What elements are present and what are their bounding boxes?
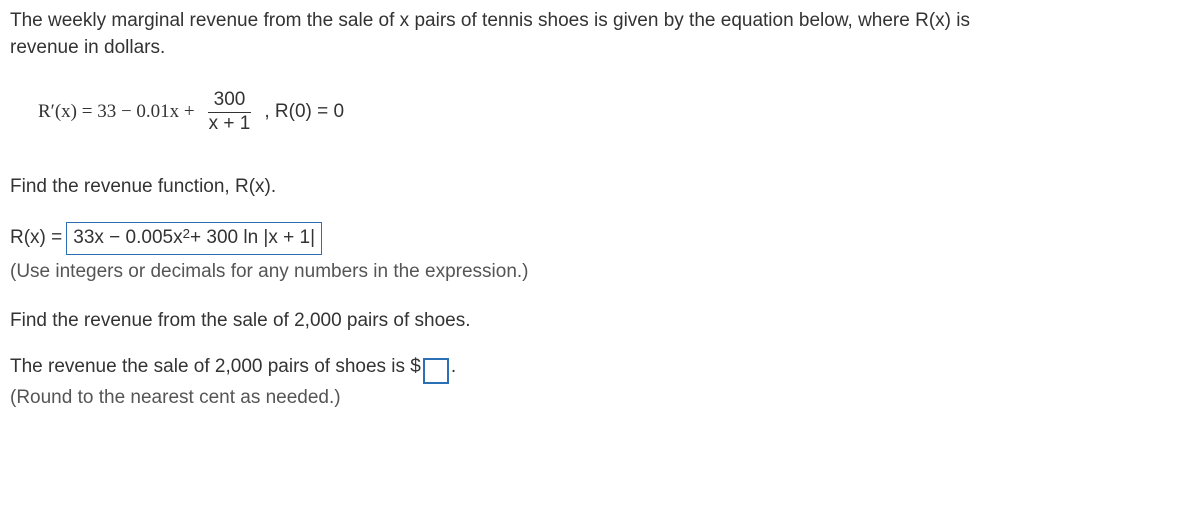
intro-line-1: The weekly marginal revenue from the sal… xyxy=(10,8,1190,35)
revenue-function-answer[interactable]: 33x − 0.005x2 + 300 ln |x + 1| xyxy=(66,222,322,255)
problem-intro: The weekly marginal revenue from the sal… xyxy=(10,8,1190,61)
equation-lhs: R′(x) = 33 − 0.01x + xyxy=(38,99,195,126)
question-2-fill-line: The revenue the sale of 2,000 pairs of s… xyxy=(10,354,1190,381)
fill-text-after: . xyxy=(451,354,456,381)
question-1-answer-line: R(x) = 33x − 0.005x2 + 300 ln |x + 1| xyxy=(10,222,1190,255)
equation-fraction: 300 x + 1 xyxy=(203,89,257,136)
marginal-revenue-equation: R′(x) = 33 − 0.01x + 300 x + 1 , R(0) = … xyxy=(38,89,1190,136)
question-1-prompt: Find the revenue function, R(x). xyxy=(10,174,1190,201)
answer-part-2: + 300 ln |x + 1| xyxy=(190,225,315,252)
intro-line-2: revenue in dollars. xyxy=(10,35,1190,62)
equation-tail: , R(0) = 0 xyxy=(264,99,344,126)
question-1-hint: (Use integers or decimals for any number… xyxy=(10,259,1190,286)
revenue-amount-input[interactable] xyxy=(423,358,449,384)
fraction-denominator: x + 1 xyxy=(203,113,257,136)
question-2-prompt: Find the revenue from the sale of 2,000 … xyxy=(10,308,1190,335)
fill-text-before: The revenue the sale of 2,000 pairs of s… xyxy=(10,354,421,381)
answer-part-1: 33x − 0.005x xyxy=(73,225,182,252)
question-2-hint: (Round to the nearest cent as needed.) xyxy=(10,385,1190,412)
answer-superscript: 2 xyxy=(183,225,190,244)
answer-prefix: R(x) = xyxy=(10,225,62,252)
fraction-numerator: 300 xyxy=(208,89,252,113)
